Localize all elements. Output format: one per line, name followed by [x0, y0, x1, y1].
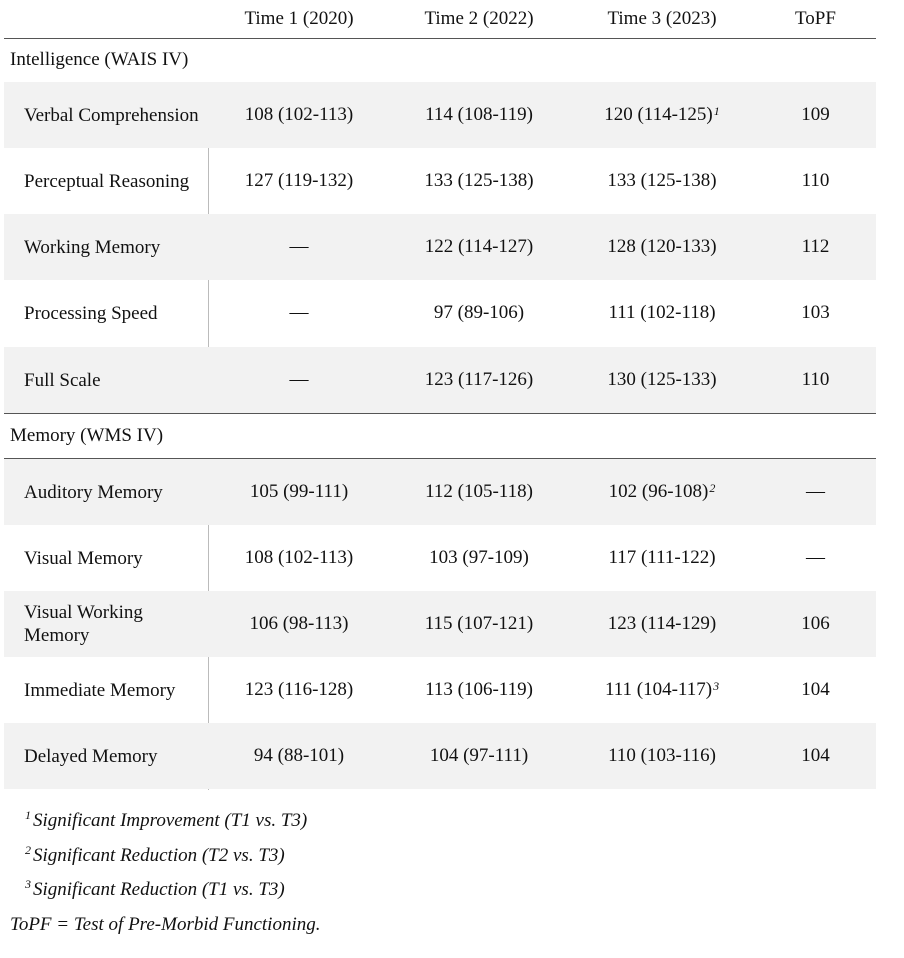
- cell-time2: 122 (114-127): [424, 236, 534, 257]
- cell-topf: 103: [801, 302, 830, 323]
- col-header-time1: Time 1 (2020): [244, 8, 354, 29]
- cell-time2: 113 (106-119): [425, 679, 533, 700]
- cell-time1: 94 (88-101): [253, 745, 345, 766]
- table-row: Verbal Comprehension 108 (102-113) 114 (…: [4, 82, 876, 148]
- table-row: Working Memory — 122 (114-127) 128 (120-…: [4, 214, 876, 280]
- row-label: Verbal Comprehension: [24, 104, 199, 126]
- section-title: Intelligence (WAIS IV): [10, 49, 189, 70]
- cell-time3: 130 (125-133): [607, 369, 717, 390]
- cell-time1: 108 (102-113): [244, 547, 354, 568]
- cell-time1: 108 (102-113): [244, 104, 354, 125]
- cell-time3: 133 (125-138): [607, 170, 717, 191]
- cell-time1: —: [289, 302, 309, 323]
- cell-time3: 102 (96-108) 2: [608, 480, 716, 503]
- cell-time1: 123 (116-128): [244, 679, 354, 700]
- cell-topf: 104: [801, 745, 830, 766]
- cell-time3: 111 (104-117) 3: [604, 678, 720, 701]
- row-label: Perceptual Reasoning: [24, 170, 190, 192]
- section-header-memory: Memory (WMS IV): [4, 413, 876, 459]
- cell-topf: 106: [801, 613, 830, 634]
- col-header-time3: Time 3 (2023): [607, 8, 717, 29]
- cell-time1: —: [289, 369, 309, 390]
- table-row: Immediate Memory 123 (116-128) 113 (106-…: [4, 657, 876, 723]
- row-label: Delayed Memory: [24, 745, 158, 767]
- cell-time1: 106 (98-113): [249, 613, 349, 634]
- footnote-mark: 2: [709, 480, 716, 495]
- row-label: Visual Working Memory: [24, 602, 143, 646]
- cell-time1: —: [289, 236, 309, 257]
- row-label: Processing Speed: [24, 302, 158, 324]
- cell-time1: 105 (99-111): [249, 481, 349, 502]
- section-header-intelligence: Intelligence (WAIS IV): [4, 38, 876, 83]
- table-row: Perceptual Reasoning 127 (119-132) 133 (…: [4, 148, 876, 214]
- cell-time2: 112 (105-118): [425, 481, 533, 502]
- cell-topf: 112: [801, 236, 830, 257]
- row-label: Working Memory: [24, 236, 161, 258]
- cell-time2: 97 (89-106): [433, 302, 525, 323]
- cell-topf: 109: [801, 104, 830, 125]
- cell-time2: 133 (125-138): [424, 170, 534, 191]
- cell-topf: 110: [801, 369, 830, 390]
- table-row: Processing Speed — 97 (89-106) 111 (102-…: [4, 280, 876, 346]
- cell-time3: 120 (114-125) 1: [604, 103, 720, 126]
- table-row: Auditory Memory 105 (99-111) 112 (105-11…: [4, 459, 876, 525]
- cell-topf: 104: [801, 679, 830, 700]
- cell-time3: 123 (114-129): [607, 613, 717, 634]
- cell-time3: 117 (111-122): [608, 547, 716, 568]
- table-row: Visual Memory 108 (102-113) 103 (97-109)…: [4, 525, 876, 591]
- abbreviation-note: ToPF = Test of Pre-Morbid Functioning.: [10, 914, 321, 935]
- footnote-3: 3 Significant Reduction (T1 vs. T3): [25, 877, 285, 900]
- cell-time2: 104 (97-111): [429, 745, 529, 766]
- row-label: Immediate Memory: [24, 679, 176, 701]
- cell-time3: 111 (102-118): [608, 302, 716, 323]
- section-title: Memory (WMS IV): [10, 425, 164, 446]
- col-header-topf: ToPF: [795, 8, 836, 29]
- table-row: Full Scale — 123 (117-126) 130 (125-133)…: [4, 347, 876, 413]
- footnote-1: 1 Significant Improvement (T1 vs. T3): [25, 808, 308, 831]
- footnote-2: 2 Significant Reduction (T2 vs. T3): [25, 843, 285, 866]
- table-row: Visual Working Memory 106 (98-113) 115 (…: [4, 591, 876, 657]
- cell-time2: 114 (108-119): [425, 104, 533, 125]
- row-label: Visual Memory: [24, 547, 143, 569]
- footnote-mark: 3: [713, 678, 720, 693]
- footnote-mark: 1: [713, 103, 720, 118]
- cell-time3: 110 (103-116): [608, 745, 716, 766]
- cell-time2: 115 (107-121): [424, 613, 534, 634]
- cell-time2: 123 (117-126): [424, 369, 534, 390]
- row-label: Auditory Memory: [24, 481, 163, 503]
- table-row: Delayed Memory 94 (88-101) 104 (97-111) …: [4, 723, 876, 789]
- cell-time2: 103 (97-109): [429, 547, 529, 568]
- col-header-time2: Time 2 (2022): [424, 8, 534, 29]
- cell-topf: —: [806, 481, 825, 502]
- row-label: Full Scale: [24, 369, 101, 391]
- table-header: Time 1 (2020) Time 2 (2022) Time 3 (2023…: [4, 0, 876, 39]
- cell-topf: —: [806, 547, 825, 568]
- cell-topf: 110: [801, 170, 830, 191]
- cell-time1: 127 (119-132): [244, 170, 354, 191]
- cell-time3: 128 (120-133): [607, 236, 717, 257]
